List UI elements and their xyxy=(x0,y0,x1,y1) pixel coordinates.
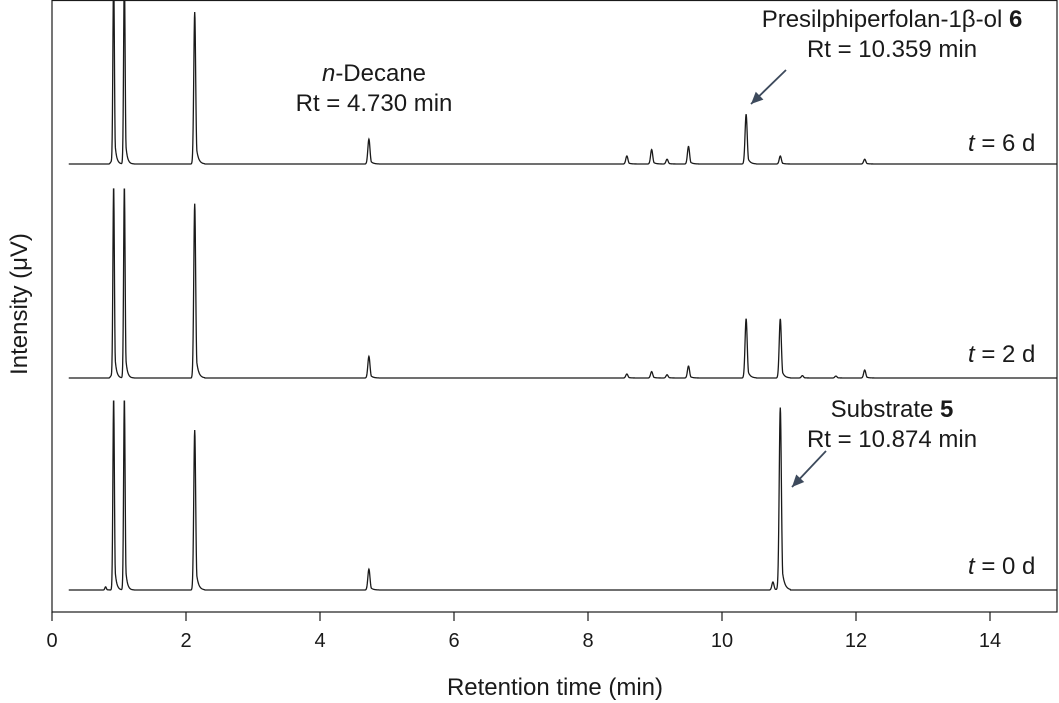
trace-group xyxy=(68,0,1057,591)
y-axis-label: Intensity (μV) xyxy=(6,233,33,375)
trace-label-t: t xyxy=(968,130,975,157)
annotation-substrate: Substrate 5 Rt = 10.874 min xyxy=(782,395,1002,455)
annotation-decane-name: n-Decane xyxy=(321,60,427,87)
annotation-presilphiperfolanol-rt: Rt = 10.359 min xyxy=(806,36,978,63)
arrow-substrate xyxy=(791,450,827,488)
x-axis-label: Retention time (min) xyxy=(446,674,664,701)
x-tick-label: 0 xyxy=(46,630,57,652)
x-axis: 0 2 4 6 8 10 12 14 xyxy=(46,612,1001,652)
x-tick-label: 12 xyxy=(845,630,867,652)
annotation-decane-rt: Rt = 4.730 min xyxy=(295,90,453,117)
annotation-presilphiperfolanol: Presilphiperfolan-1β-ol 6 Rt = 10.359 mi… xyxy=(732,5,1052,65)
trace-label-value: = 6 d xyxy=(974,130,1036,157)
x-tick-label: 10 xyxy=(711,630,733,652)
annotation-decane: n-Decane Rt = 4.730 min xyxy=(264,59,484,119)
x-tick-label: 6 xyxy=(448,630,459,652)
plot-frame xyxy=(51,0,1058,613)
annotation-arrows xyxy=(750,69,827,488)
trace-label-value: = 2 d xyxy=(974,341,1036,368)
x-tick-label: 2 xyxy=(180,630,191,652)
trace-label-0d: t = 0 d xyxy=(968,553,1035,581)
annotation-substrate-name: Substrate 5 xyxy=(830,396,954,423)
trace-label-6d: t = 6 d xyxy=(968,130,1035,158)
plot-border xyxy=(51,0,1058,613)
annotation-substrate-rt: Rt = 10.874 min xyxy=(806,426,978,453)
x-tick-label: 4 xyxy=(314,630,325,652)
trace-line-1 xyxy=(68,188,1057,379)
x-tick-label: 14 xyxy=(979,630,1001,652)
x-tick-label: 8 xyxy=(582,630,593,652)
trace-label-t: t xyxy=(968,553,975,580)
trace-line-0 xyxy=(68,0,1057,165)
arrow-presilphiperfolanol xyxy=(750,69,787,105)
trace-line-2 xyxy=(68,400,1057,591)
trace-label-2d: t = 2 d xyxy=(968,341,1035,369)
trace-label-value: = 0 d xyxy=(974,553,1036,580)
trace-label-t: t xyxy=(968,341,975,368)
annotation-presilphiperfolanol-name: Presilphiperfolan-1β-ol 6 xyxy=(761,6,1023,33)
